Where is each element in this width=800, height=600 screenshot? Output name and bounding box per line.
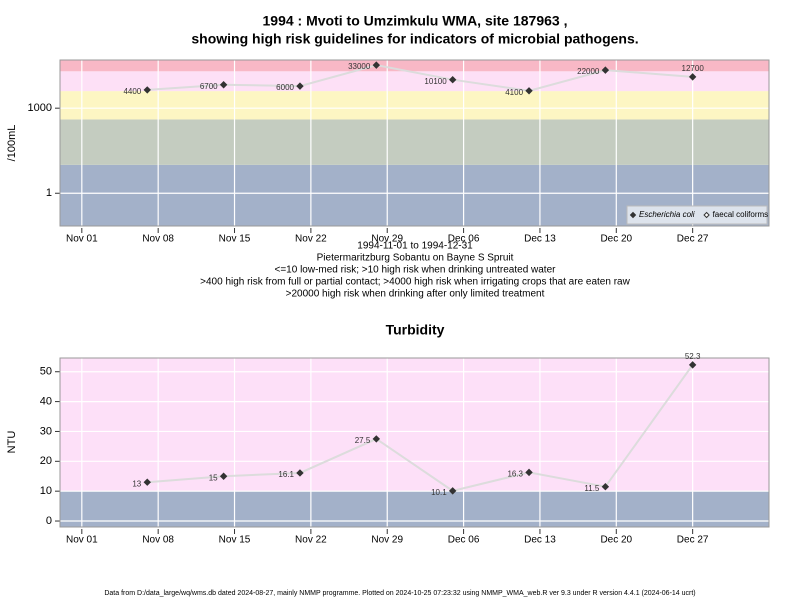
data-point <box>296 82 304 90</box>
data-label: 10100 <box>424 77 447 86</box>
y-axis-label: /100mL <box>6 125 18 162</box>
data-label: 6700 <box>200 82 218 91</box>
data-label: 6000 <box>276 83 294 92</box>
risk-band <box>60 119 769 165</box>
data-point <box>688 361 697 369</box>
data-point <box>372 61 381 69</box>
series-line <box>147 364 694 492</box>
footer: Data from D:/data_large/wq/wms.db dated … <box>104 590 695 597</box>
note: 1994-11-01 to 1994-12-31 <box>357 241 473 252</box>
data-point <box>372 435 381 443</box>
x-tick-label: Nov 22 <box>295 535 327 546</box>
chart-title: 1994 : Mvoti to Umzimkulu WMA, site 1879… <box>263 13 568 29</box>
data-label: 10.1 <box>431 488 447 497</box>
risk-band <box>60 60 769 72</box>
x-tick-label: Dec 27 <box>677 234 709 245</box>
x-tick-label: Nov 01 <box>66 535 98 546</box>
data-point <box>448 75 457 84</box>
legend-label: faecal coliforms <box>713 210 769 219</box>
x-tick-label: Nov 08 <box>142 234 174 245</box>
data-label: 16.1 <box>278 470 294 479</box>
chart-subtitle: showing high risk guidelines for indicat… <box>191 31 638 47</box>
plot-border <box>59 357 770 528</box>
x-tick-label: Nov 15 <box>219 234 251 245</box>
data-label: 52.3 <box>685 352 701 361</box>
y-tick-label: 20 <box>40 455 52 467</box>
note: Pietermaritzburg Sobantu on Bayne S Spru… <box>317 253 514 264</box>
data-point <box>219 81 228 89</box>
data-label: 22000 <box>577 67 600 76</box>
data-point <box>601 482 610 491</box>
data-point <box>143 86 151 94</box>
x-tick-label: Dec 20 <box>600 535 632 546</box>
y-axis-label: NTU <box>6 431 18 454</box>
data-point <box>688 73 697 81</box>
legend-marker <box>629 211 637 219</box>
data-label: 16.3 <box>507 469 523 478</box>
chart-title: Turbidity <box>386 322 445 338</box>
x-tick-label: Nov 15 <box>219 535 251 546</box>
y-tick-label: 0 <box>46 515 52 527</box>
data-label: 12700 <box>682 64 705 73</box>
data-label: 33000 <box>348 62 371 71</box>
x-tick-label: Nov 01 <box>66 234 98 245</box>
x-tick-label: Nov 22 <box>295 234 327 245</box>
data-point <box>143 478 151 486</box>
data-label: 27.5 <box>355 436 371 445</box>
series-line <box>147 64 693 92</box>
y-tick-label: 1 <box>46 187 52 199</box>
x-tick-label: Nov 29 <box>371 234 403 245</box>
risk-band <box>60 358 769 492</box>
data-label: 11.5 <box>584 484 600 493</box>
data-point <box>219 472 228 480</box>
note: >400 high risk from full or partial cont… <box>200 277 630 288</box>
data-point <box>525 468 533 477</box>
plot-border <box>59 59 770 227</box>
data-label: 4100 <box>505 88 523 97</box>
note: >20000 high risk when drinking after onl… <box>286 289 545 300</box>
data-point <box>448 487 457 495</box>
legend-marker <box>703 211 710 219</box>
x-tick-label: Nov 08 <box>142 535 174 546</box>
x-tick-label: Dec 20 <box>600 234 632 245</box>
risk-band <box>60 91 769 120</box>
legend: Escherichia coli faecal coliforms <box>626 205 769 225</box>
data-label: 4400 <box>123 87 141 96</box>
data-label: 15 <box>209 473 218 482</box>
x-tick-label: Dec 13 <box>524 234 556 245</box>
x-tick-label: Dec 06 <box>448 234 480 245</box>
y-tick-label: 40 <box>40 395 52 407</box>
data-point <box>525 87 533 95</box>
legend-box <box>626 205 768 225</box>
y-tick-label: 30 <box>40 425 52 437</box>
data-point <box>601 66 610 74</box>
note: <=10 low-med risk; >10 high risk when dr… <box>275 265 557 276</box>
data-point <box>296 469 304 477</box>
legend-label: Escherichia coli <box>639 210 695 219</box>
risk-band <box>60 71 769 92</box>
x-tick-label: Dec 06 <box>448 535 480 546</box>
x-tick-label: Dec 13 <box>524 535 556 546</box>
y-tick-label: 10 <box>40 485 52 497</box>
y-tick-label: 50 <box>40 366 52 378</box>
data-label: 13 <box>132 479 141 488</box>
y-tick-label: 1000 <box>28 102 52 114</box>
x-tick-label: Nov 29 <box>371 535 403 546</box>
x-tick-label: Dec 27 <box>677 535 709 546</box>
